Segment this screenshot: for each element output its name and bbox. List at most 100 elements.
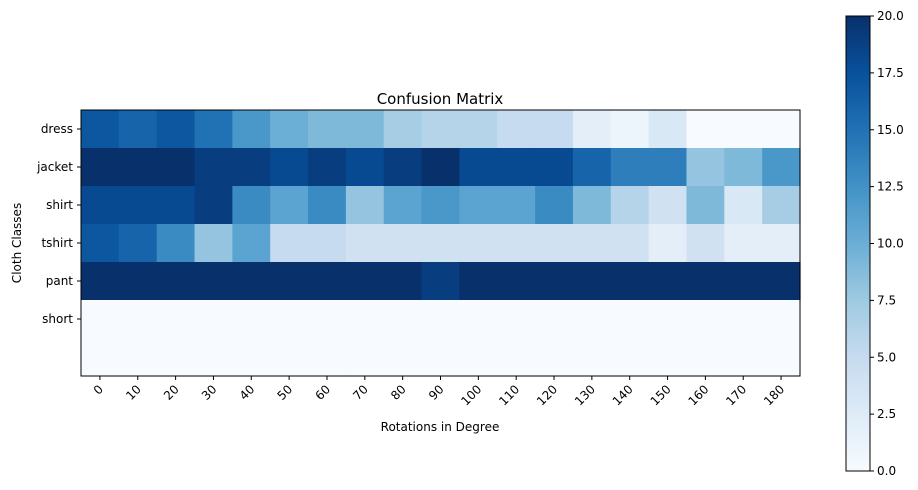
heatmap-cell — [421, 224, 461, 263]
heatmap-cell — [459, 262, 498, 301]
heatmap-cell — [572, 186, 612, 225]
heatmap-cell — [232, 148, 271, 187]
colorbar-tick-label: 17.5 — [877, 66, 904, 80]
heatmap-cell — [194, 262, 233, 301]
heatmap-cell — [270, 262, 309, 301]
heatmap-cell — [194, 300, 233, 377]
heatmap-cell — [383, 300, 423, 377]
y-tick-label: pant — [46, 274, 74, 288]
heatmap-cell — [118, 110, 158, 149]
heatmap-cell — [270, 224, 309, 263]
heatmap-cell — [535, 148, 574, 187]
heatmap-cell — [497, 148, 536, 187]
heatmap-cell — [535, 262, 574, 301]
heatmap-cell — [308, 148, 347, 187]
heatmap-cell — [762, 110, 801, 149]
heatmap-cell — [421, 186, 461, 225]
x-tick-label: 130 — [572, 382, 598, 408]
heatmap-cell — [572, 224, 612, 263]
x-axis-ticks: 0 10 20 30 40 50 60 70 80 90 100 110 120 130 140 150 160… — [91, 376, 787, 408]
heatmap-cell — [648, 262, 688, 301]
heatmap-cell — [724, 186, 763, 225]
x-tick-label: 20 — [161, 382, 182, 403]
chart-title: Confusion Matrix — [377, 90, 504, 108]
heatmap-cell — [459, 110, 498, 149]
heatmap-cell — [724, 110, 763, 149]
colorbar-tick-label: 0.0 — [877, 464, 896, 478]
heatmap-cell — [421, 262, 461, 301]
heatmap-cell — [686, 262, 725, 301]
heatmap-cell — [762, 300, 801, 377]
heatmap-cell — [308, 224, 347, 263]
heatmap-cell — [383, 110, 423, 149]
heatmap-cell — [610, 186, 650, 225]
heatmap-cell — [686, 300, 725, 377]
heatmap-cell — [762, 148, 801, 187]
colorbar-tick-label: 7.5 — [877, 293, 896, 307]
y-tick-label: dress — [41, 122, 73, 136]
heatmap-cell — [762, 224, 801, 263]
heatmap-cell — [118, 148, 158, 187]
heatmap-cell — [610, 262, 650, 301]
heatmap-cell — [232, 262, 271, 301]
heatmap-cell — [345, 300, 385, 377]
heatmap-cell — [118, 224, 158, 263]
heatmap-cell — [686, 110, 725, 149]
heatmap-cell — [648, 300, 688, 377]
heatmap-cell — [459, 148, 498, 187]
heatmap-cell — [535, 186, 574, 225]
heatmap-cell — [81, 300, 120, 377]
heatmap-cell — [118, 186, 158, 225]
heatmap-cell — [156, 186, 196, 225]
x-tick-label: 160 — [685, 382, 711, 408]
heatmap-cell — [648, 186, 688, 225]
heatmap-cell — [156, 148, 196, 187]
x-tick-label: 0 — [91, 382, 106, 397]
heatmap-cell — [421, 300, 461, 377]
heatmap-cells — [81, 110, 801, 377]
heatmap-cell — [81, 148, 120, 187]
heatmap-cell — [572, 300, 612, 377]
x-tick-label: 120 — [534, 382, 560, 408]
heatmap-cell — [648, 224, 688, 263]
heatmap-cell — [345, 224, 385, 263]
heatmap-cell — [724, 300, 763, 377]
x-tick-label: 170 — [723, 382, 749, 408]
heatmap-cell — [459, 186, 498, 225]
heatmap-cell — [459, 300, 498, 377]
heatmap-cell — [308, 300, 347, 377]
heatmap-cell — [686, 224, 725, 263]
heatmap-cell — [81, 262, 120, 301]
x-tick-label: 10 — [123, 382, 144, 403]
colorbar-tick-label: 2.5 — [877, 407, 896, 421]
x-tick-label: 90 — [426, 382, 447, 403]
y-axis-ticks: dress jacket shirt tshirt pant short — [36, 122, 81, 326]
heatmap-cell — [497, 110, 536, 149]
y-tick-label: shirt — [46, 198, 73, 212]
heatmap-cell — [686, 148, 725, 187]
heatmap-cell — [194, 186, 233, 225]
heatmap-cell — [686, 186, 725, 225]
heatmap-cell — [610, 148, 650, 187]
colorbar-tick-label: 10.0 — [877, 237, 904, 251]
heatmap-cell — [308, 110, 347, 149]
heatmap-cell — [762, 262, 801, 301]
heatmap-cell — [156, 300, 196, 377]
x-tick-label: 150 — [648, 382, 674, 408]
x-tick-label: 180 — [761, 382, 787, 408]
heatmap-cell — [421, 110, 461, 149]
heatmap-cell — [724, 262, 763, 301]
heatmap-cell — [270, 300, 309, 377]
heatmap-cell — [345, 262, 385, 301]
heatmap-cell — [270, 148, 309, 187]
colorbar-ticks: 0.0 2.5 5.0 7.5 10.0 12.5 15.0 17.5 20.0 — [870, 9, 904, 478]
heatmap-cell — [724, 148, 763, 187]
y-tick-label: jacket — [36, 160, 73, 174]
heatmap-cell — [156, 110, 196, 149]
heatmap-cell — [81, 224, 120, 263]
heatmap-cell — [232, 300, 271, 377]
colorbar-tick-label: 12.5 — [877, 180, 904, 194]
heatmap-cell — [232, 110, 271, 149]
heatmap-cell — [497, 224, 536, 263]
